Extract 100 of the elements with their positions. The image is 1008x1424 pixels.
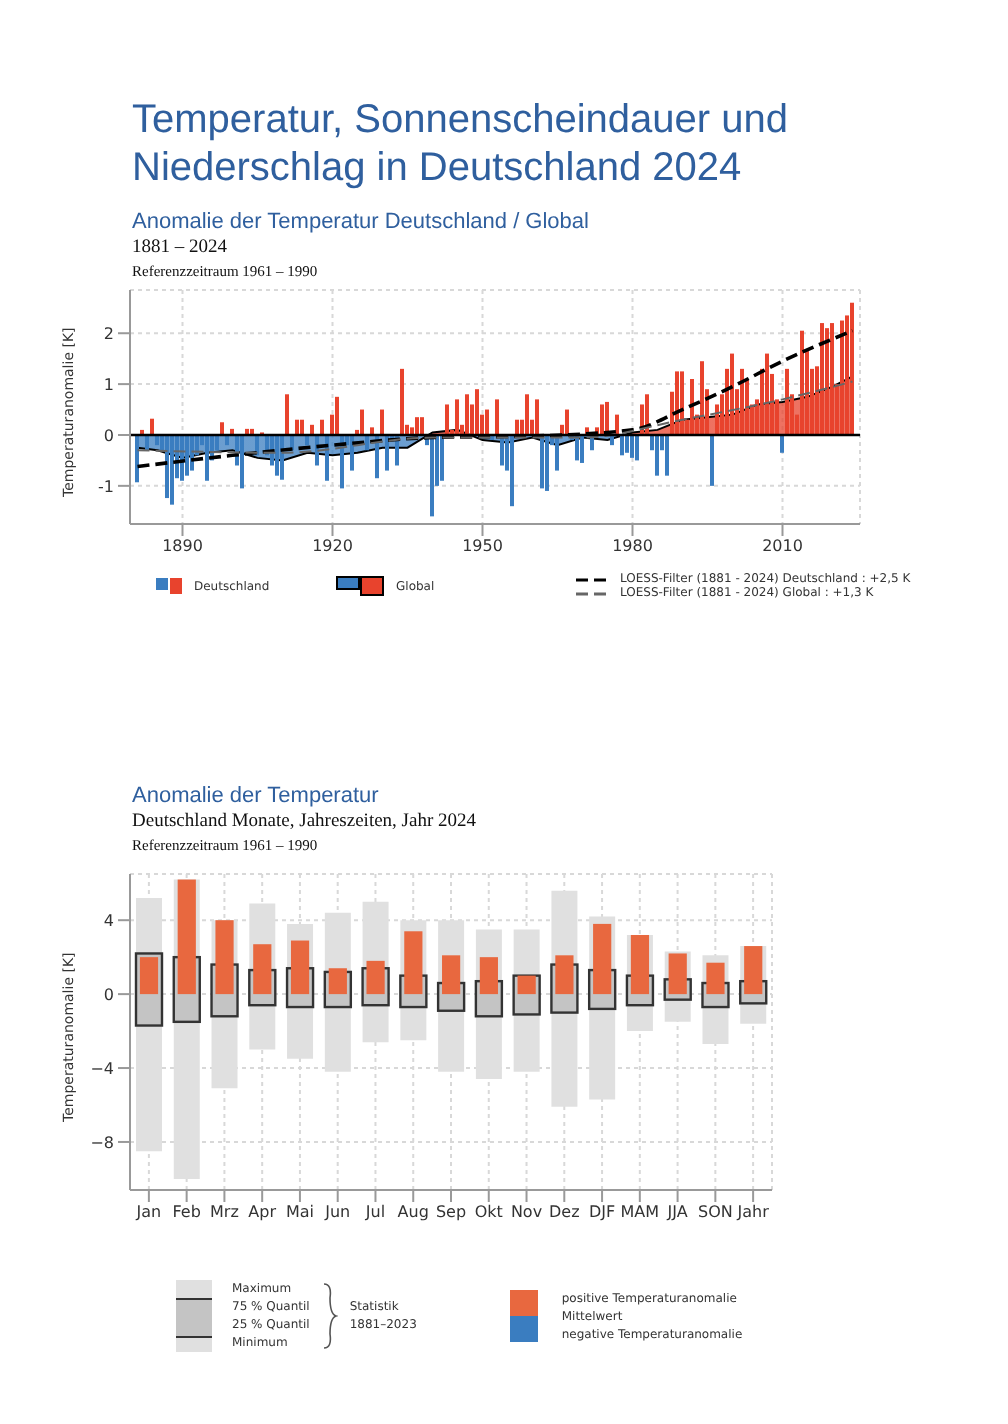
- bar: [710, 434, 714, 486]
- bar: [380, 409, 384, 435]
- bar: [495, 399, 499, 435]
- bar: [328, 968, 347, 995]
- bar: [385, 434, 389, 471]
- x-tick-label: Apr: [248, 1203, 278, 1222]
- chart-title: Temperatur, Sonnenscheindauer und Niederschlag in Deutschland 2024: [132, 96, 791, 192]
- bar: [515, 419, 519, 435]
- bar: [404, 931, 423, 995]
- bar: [765, 353, 769, 435]
- bar: [525, 394, 529, 435]
- y-tick-label: 0: [103, 426, 114, 445]
- y-tick-label: −8: [90, 1133, 114, 1152]
- x-tick-label: Feb: [172, 1203, 201, 1222]
- x-tick-label: 2010: [762, 537, 803, 556]
- bar: [400, 368, 404, 435]
- bar: [365, 434, 369, 451]
- bar: [840, 320, 844, 435]
- x-tick-label: 1950: [462, 537, 503, 556]
- x-tick-label: Jul: [363, 1203, 386, 1222]
- bar: [415, 417, 419, 435]
- bar: [150, 418, 154, 435]
- y-tick-label: −4: [90, 1059, 114, 1078]
- bar: [785, 368, 789, 435]
- bar: [366, 960, 385, 995]
- bar: [440, 434, 444, 481]
- x-tick-label: 1890: [162, 537, 203, 556]
- bar: [442, 955, 461, 995]
- bar: [800, 330, 804, 435]
- x-tick-label: Sep: [435, 1203, 467, 1222]
- x-tick-label: MAM: [620, 1203, 660, 1222]
- bar: [635, 434, 639, 461]
- bar: [475, 389, 479, 435]
- chart-subtitle: Deutschland Monate, Jahreszeiten, Jahr 2024: [132, 812, 477, 832]
- bar: [744, 946, 763, 995]
- bar: [780, 434, 784, 453]
- x-tick-label: Okt: [474, 1203, 503, 1222]
- x-tick-label: Nov: [510, 1203, 543, 1222]
- bar: [565, 409, 569, 435]
- bar: [535, 399, 539, 435]
- bar: [295, 419, 299, 435]
- bar: [625, 434, 629, 453]
- y-tick-label: 2: [103, 324, 114, 343]
- bar: [830, 323, 834, 435]
- bar: [545, 434, 549, 491]
- bar: [170, 434, 174, 505]
- bar: [479, 957, 498, 995]
- bar: [165, 434, 169, 499]
- x-tick-label: DJF: [588, 1203, 616, 1222]
- bar: [655, 434, 659, 476]
- bar: [253, 944, 272, 995]
- bar: [706, 962, 725, 995]
- bar: [630, 934, 650, 995]
- x-tick-label: SON: [697, 1203, 733, 1222]
- bar: [177, 879, 196, 995]
- bar: [215, 920, 234, 995]
- bar: [730, 353, 734, 435]
- y-tick-label: 0: [103, 985, 114, 1004]
- bar: [668, 953, 687, 995]
- bar: [300, 419, 304, 435]
- bar: [630, 434, 634, 458]
- y-tick-label: -1: [98, 477, 114, 496]
- bar: [420, 417, 424, 435]
- bar: [593, 923, 612, 995]
- bar: [517, 975, 536, 995]
- bar: [820, 323, 824, 435]
- bar: [220, 422, 224, 435]
- x-tick-label: 1920: [312, 537, 353, 556]
- x-tick-label: Aug: [397, 1203, 429, 1222]
- bar: [740, 368, 744, 435]
- bar: [320, 419, 324, 435]
- bar: [825, 328, 829, 435]
- bar: [455, 399, 459, 435]
- bar: [290, 940, 310, 995]
- bar: [620, 434, 624, 456]
- bar: [700, 361, 704, 435]
- bar: [135, 434, 139, 483]
- line-series: [135, 328, 855, 469]
- x-tick-label: Mai: [285, 1203, 314, 1222]
- bar: [465, 394, 469, 435]
- text: 1881 – 2024: [132, 238, 229, 258]
- y-tick-label: 4: [103, 911, 114, 930]
- x-tick-label: Mrz: [210, 1203, 239, 1222]
- bar: [510, 434, 514, 507]
- bar: [485, 409, 489, 435]
- x-tick-label: Jun: [323, 1203, 351, 1222]
- bar: [350, 434, 354, 471]
- bar: [665, 434, 669, 476]
- bar: [850, 302, 854, 435]
- x-tick-label: JJA: [665, 1203, 689, 1222]
- bar: [285, 394, 289, 435]
- x-tick-label: 1980: [612, 537, 653, 556]
- bar: [335, 396, 339, 435]
- x-tick-label: Jahr: [735, 1203, 771, 1222]
- bar: [275, 434, 279, 476]
- bar: [540, 434, 544, 489]
- x-tick-label: Dez: [549, 1203, 580, 1222]
- bar: [205, 434, 209, 481]
- bar: [185, 434, 189, 476]
- bar: [580, 434, 584, 463]
